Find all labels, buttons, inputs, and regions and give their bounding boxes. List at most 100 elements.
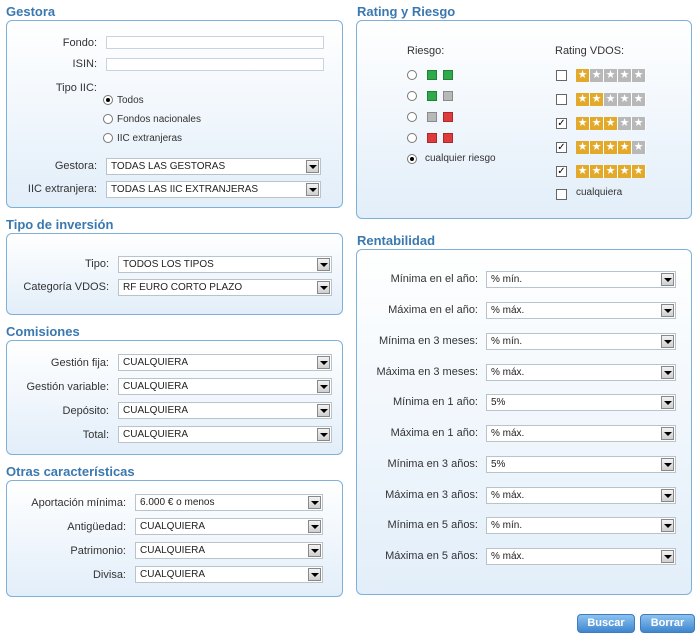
checkbox-rating-1[interactable] bbox=[556, 70, 567, 81]
rent-label-4: Mínima en 1 año: bbox=[393, 396, 478, 408]
rent-select-min-1a[interactable]: 5% bbox=[486, 394, 676, 411]
iic-extranjera-select[interactable]: TODAS LAS IIC EXTRANJERAS bbox=[106, 181, 321, 198]
panel-rating: Riesgo: Rating VDOS: cualquier riesgo ★ ★… bbox=[356, 20, 692, 219]
star-icon: ★ bbox=[590, 69, 604, 82]
radio-tipo-todos[interactable] bbox=[103, 95, 113, 105]
borrar-button[interactable]: Borrar bbox=[640, 614, 695, 633]
rating-1-stars: ★ ★ ★ ★ ★ bbox=[576, 69, 646, 82]
rent-select-min-anio[interactable]: % mín. bbox=[486, 271, 676, 288]
radio-riesgo-4[interactable] bbox=[407, 133, 417, 143]
tipo-select[interactable]: TODOS LOS TIPOS bbox=[118, 256, 332, 273]
checkbox-rating-3[interactable]: ✓ bbox=[556, 118, 567, 129]
gestion-fija-label: Gestión fija: bbox=[50, 357, 109, 369]
riesgo-label: Riesgo: bbox=[407, 45, 445, 57]
star-icon: ★ bbox=[576, 165, 590, 178]
chevron-down-icon bbox=[317, 356, 330, 369]
fondo-input[interactable] bbox=[106, 36, 324, 49]
chevron-down-icon bbox=[308, 544, 321, 557]
gestion-variable-select[interactable]: CUALQUIERA bbox=[118, 378, 332, 395]
radio-riesgo-cualquier[interactable] bbox=[407, 154, 417, 164]
riesgo-indicator bbox=[443, 91, 453, 101]
gestora-select[interactable]: TODAS LAS GESTORAS bbox=[106, 158, 321, 175]
rent-select-max-3m[interactable]: % máx. bbox=[486, 364, 676, 381]
tipo-iic-label: Tipo IIC: bbox=[55, 82, 97, 94]
star-icon: ★ bbox=[590, 165, 604, 178]
chevron-down-icon bbox=[306, 183, 319, 196]
star-icon: ★ bbox=[618, 165, 632, 178]
section-title-comisiones: Comisiones bbox=[6, 324, 80, 339]
rating-5-stars: ★ ★ ★ ★ ★ bbox=[576, 165, 646, 178]
rent-label-0: Mínima en el año: bbox=[390, 273, 478, 285]
aportacion-minima-select[interactable]: 6.000 € o menos bbox=[135, 494, 323, 511]
checkbox-rating-5[interactable]: ✓ bbox=[556, 166, 567, 177]
rent-label-6: Mínima en 3 años: bbox=[387, 458, 479, 470]
riesgo-any-label: cualquier riesgo bbox=[425, 153, 496, 164]
section-title-tipo-inversion: Tipo de inversión bbox=[6, 217, 114, 232]
riesgo-indicator bbox=[427, 112, 437, 122]
section-title-rating: Rating y Riesgo bbox=[357, 4, 456, 19]
checkbox-rating-cualquiera[interactable] bbox=[556, 189, 567, 200]
isin-input[interactable] bbox=[106, 58, 324, 71]
radio-tipo-extranjeras[interactable] bbox=[103, 133, 113, 143]
checkbox-rating-2[interactable] bbox=[556, 94, 567, 105]
rent-select-min-3a[interactable]: 5% bbox=[486, 456, 676, 473]
chevron-down-icon bbox=[661, 550, 674, 563]
gestion-fija-select[interactable]: CUALQUIERA bbox=[118, 354, 332, 371]
panel-otras: Aportación mínima: 6.000 € o menos Antig… bbox=[6, 480, 343, 597]
categoria-vdos-label: Categoría VDOS: bbox=[23, 281, 109, 293]
radio-tipo-extranjeras-label: IIC extranjeras bbox=[117, 133, 183, 144]
star-icon: ★ bbox=[604, 165, 618, 178]
buscar-button[interactable]: Buscar bbox=[577, 614, 635, 633]
star-icon: ★ bbox=[590, 117, 604, 130]
chevron-down-icon bbox=[308, 496, 321, 509]
radio-riesgo-1[interactable] bbox=[407, 70, 417, 80]
chevron-down-icon bbox=[317, 281, 330, 294]
star-icon: ★ bbox=[618, 141, 632, 154]
radio-tipo-nacionales-label: Fondos nacionales bbox=[117, 114, 201, 125]
riesgo-indicator bbox=[443, 112, 453, 122]
divisa-select[interactable]: CUALQUIERA bbox=[135, 566, 323, 583]
riesgo-indicator bbox=[427, 133, 437, 143]
total-select[interactable]: CUALQUIERA bbox=[118, 426, 332, 443]
deposito-select[interactable]: CUALQUIERA bbox=[118, 402, 332, 419]
antiguedad-label: Antigüedad: bbox=[67, 521, 126, 533]
rent-select-min-5a[interactable]: % mín. bbox=[486, 517, 676, 534]
deposito-label: Depósito: bbox=[62, 405, 109, 417]
riesgo-indicator bbox=[427, 70, 437, 80]
radio-riesgo-3[interactable] bbox=[407, 112, 417, 122]
rent-select-max-anio[interactable]: % máx. bbox=[486, 302, 676, 319]
star-icon: ★ bbox=[632, 165, 646, 178]
chevron-down-icon bbox=[661, 366, 674, 379]
antiguedad-select[interactable]: CUALQUIERA bbox=[135, 518, 323, 535]
radio-riesgo-2[interactable] bbox=[407, 91, 417, 101]
patrimonio-label: Patrimonio: bbox=[70, 545, 126, 557]
isin-label: ISIN: bbox=[72, 58, 97, 70]
star-icon: ★ bbox=[632, 141, 646, 154]
rating-3-stars: ★ ★ ★ ★ ★ bbox=[576, 117, 646, 130]
rent-label-3: Máxima en 3 meses: bbox=[376, 366, 478, 378]
rating-any-label: cualquiera bbox=[576, 187, 623, 198]
patrimonio-select[interactable]: CUALQUIERA bbox=[135, 542, 323, 559]
fondo-label: Fondo: bbox=[62, 37, 97, 49]
gestora-label: Gestora: bbox=[54, 160, 97, 172]
total-label: Total: bbox=[82, 429, 109, 441]
radio-tipo-nacionales[interactable] bbox=[103, 114, 113, 124]
categoria-vdos-select[interactable]: RF EURO CORTO PLAZO bbox=[118, 279, 332, 296]
star-icon: ★ bbox=[632, 69, 646, 82]
chevron-down-icon bbox=[661, 458, 674, 471]
star-icon: ★ bbox=[604, 69, 618, 82]
star-icon: ★ bbox=[618, 117, 632, 130]
rent-select-max-1a[interactable]: % máx. bbox=[486, 425, 676, 442]
checkbox-rating-4[interactable]: ✓ bbox=[556, 142, 567, 153]
rent-select-max-5a[interactable]: % máx. bbox=[486, 548, 676, 565]
star-icon: ★ bbox=[576, 69, 590, 82]
aportacion-minima-label: Aportación mínima: bbox=[31, 497, 126, 509]
chevron-down-icon bbox=[317, 428, 330, 441]
rent-select-min-3m[interactable]: % mín. bbox=[486, 333, 676, 350]
rent-select-max-3a[interactable]: % máx. bbox=[486, 487, 676, 504]
star-icon: ★ bbox=[604, 117, 618, 130]
chevron-down-icon bbox=[661, 304, 674, 317]
rating-4-stars: ★ ★ ★ ★ ★ bbox=[576, 141, 646, 154]
star-icon: ★ bbox=[576, 117, 590, 130]
riesgo-indicator bbox=[427, 91, 437, 101]
